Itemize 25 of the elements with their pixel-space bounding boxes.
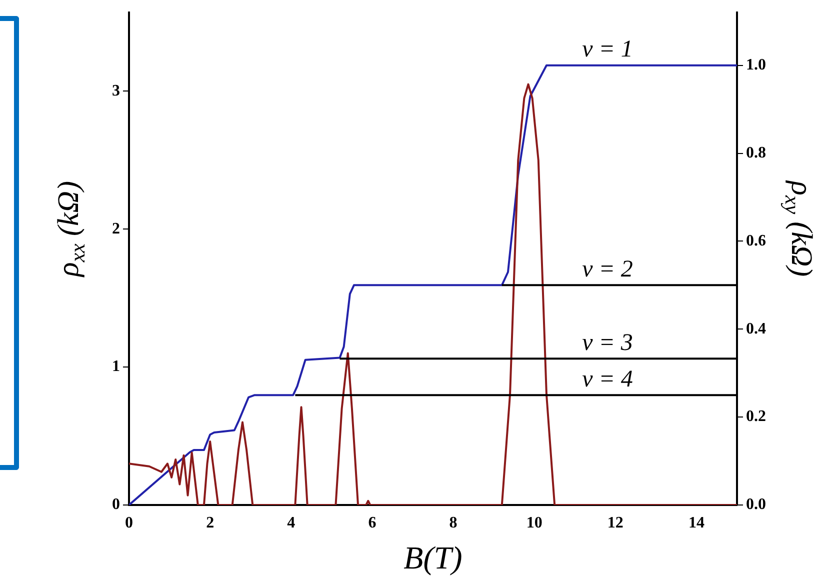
x-tick-label: 14 [688,514,704,532]
x-tick-label: 8 [449,514,458,532]
series-label: ν = 4 [582,366,633,392]
y2-tick-label: 0.4 [746,320,766,338]
y-tick-label: 0 [112,496,120,514]
x-tick-label: 12 [607,514,624,532]
annotation: ν = 1 [582,36,633,63]
y-tick-label: 1 [112,358,120,376]
y2-tick-label: 0.2 [746,408,766,426]
x-tick-label: 4 [287,514,296,532]
y2-tick-label: 0.0 [746,496,766,514]
y-axis-title: ρxx (kΩ) [52,181,90,278]
y2-axis-title: ρxy (kΩ) [780,180,818,277]
y-tick-label: 2 [112,220,120,238]
x-axis-title: B(T) [404,539,462,576]
series-label: ν = 3 [582,330,633,356]
series-label: ν = 2 [582,256,633,282]
y2-tick-label: 0.6 [746,232,766,250]
y-tick-label: 3 [112,82,120,100]
y2-tick-label: 1.0 [746,56,766,74]
y2-tick-label: 0.8 [746,144,766,162]
x-tick-label: 0 [125,514,133,532]
x-tick-label: 6 [368,514,376,532]
x-tick-label: 2 [206,514,214,532]
x-tick-label: 10 [526,514,542,532]
